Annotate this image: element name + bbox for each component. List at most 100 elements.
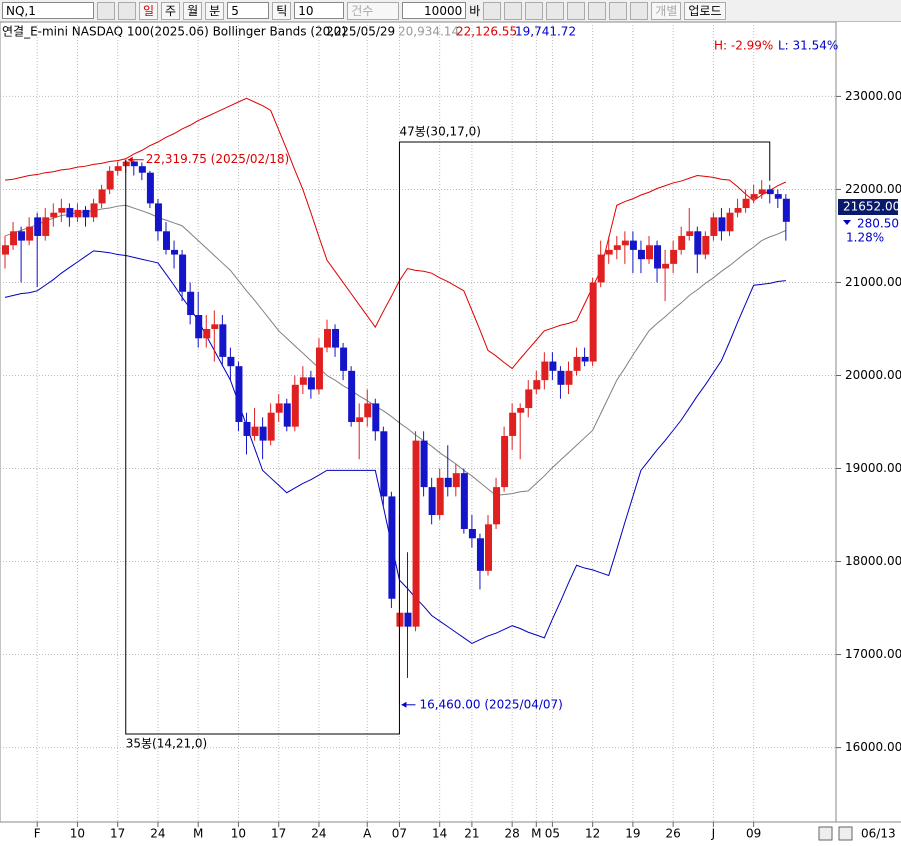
candle-body [299,377,307,385]
candle-body [726,212,734,232]
tool-button[interactable] [483,1,502,20]
candle-body [90,203,98,218]
chart: 연결_E-mini NASDAQ 100(2025.06) Bollinger … [0,22,901,841]
candle-body [493,487,501,525]
candle-body [694,231,702,255]
edit-icon[interactable] [818,826,833,841]
tool-button[interactable] [504,1,523,20]
upload-button[interactable]: 업로드 [684,1,726,20]
candle-body [195,315,203,339]
candle-body [670,249,678,264]
candle-body [662,263,670,269]
candle-body [718,217,726,232]
candle-body [138,166,146,173]
x-tick-label: 12 [585,827,600,841]
tool-button[interactable] [588,1,607,20]
period-button[interactable]: 일 [139,1,159,20]
candle-body [452,473,460,488]
candle-body [50,212,58,218]
candle-body [227,356,235,367]
candle-body [267,412,275,441]
tick-button[interactable]: 틱 [272,1,292,20]
candle-body [106,170,114,190]
readout-lower: 19,741.72 [515,25,576,39]
candle-body [476,538,484,571]
candle-body [573,356,581,371]
note-arrowhead [401,701,407,708]
candle-body [420,440,428,488]
candle-body [404,612,412,627]
candle-body [380,431,388,497]
candle-body [436,477,444,516]
candle-body [154,203,162,232]
candle-body [275,403,283,413]
candle-body [613,245,621,250]
x-tick-label: 19 [625,827,640,841]
x-tick-label: 10 [70,827,85,841]
candle-body [742,198,750,209]
candle-body [291,384,299,427]
high-note: 22,319.75 (2025/02/18) [146,152,289,166]
y-tick-label: 18000.00 [845,554,901,568]
y-tick-label: 19000.00 [845,461,901,475]
candle-body [428,487,436,516]
y-tick-label: 17000.00 [845,647,901,661]
x-tick-label: 07 [392,827,407,841]
candle-body [98,189,106,204]
x-tick-label: 24 [311,827,326,841]
candle-body [565,370,573,385]
candle-body [179,254,187,292]
candle-body [324,328,331,348]
period-button[interactable]: 분 [205,1,225,20]
candle-body [26,226,34,241]
candle-body [702,235,710,255]
candle-body [307,377,315,390]
span-label: 47봉(30,17,0) [399,125,480,139]
candle-body [637,249,645,260]
count-select[interactable]: 건수 [347,1,400,20]
tool-button[interactable] [567,1,586,20]
candle-body [758,189,766,195]
y-tick-label: 21000.00 [845,275,901,289]
minute-input[interactable]: 5 [227,2,270,19]
tick-input[interactable]: 10 [294,2,345,19]
tool-button[interactable] [525,1,544,20]
candle-body [460,473,468,529]
toolbar: NQ,1 일 주 월 분 5 틱 10 건수 10000 바 개별 업로드 [0,0,901,22]
x-tick-label: 24 [150,827,165,841]
candle-body [171,249,179,255]
candle-body [187,291,195,316]
search-button[interactable] [97,1,115,20]
symbol-input[interactable]: NQ,1 [2,2,94,19]
x-tick-label: 17 [110,827,125,841]
settings-icon[interactable] [838,826,853,841]
y-tick-label: 20000.00 [845,368,901,382]
candle-body [251,426,259,436]
span-bracket [398,141,771,705]
readout-upper: 22,126.55 [456,25,517,39]
change: 280.50 [857,217,899,231]
period-button[interactable]: 주 [161,1,181,20]
candle-body [203,328,211,339]
candle-body [509,412,517,436]
y-tick-label: 16000.00 [845,740,901,754]
tool-button[interactable] [546,1,565,20]
low-note: 16,460.00 (2025/04/07) [419,697,562,711]
h-label: H: -2.99% [714,39,773,53]
chart-title: 연결_E-mini NASDAQ 100(2025.06) Bollinger … [2,25,346,39]
candle-body [678,235,686,250]
candle-body [782,198,790,222]
candle-body [750,194,758,199]
search-clear-button[interactable] [118,1,136,20]
individual-button[interactable]: 개별 [651,1,682,20]
candle-body [283,403,291,427]
x-tick-label: M [531,827,541,841]
candle-body [621,240,629,246]
tool-button[interactable] [630,1,649,20]
period-button[interactable]: 월 [183,1,203,20]
count-input[interactable]: 10000 [402,2,467,19]
candle-body [364,403,372,418]
readout-date: 2025/05/29 [326,25,395,39]
tool-button[interactable] [609,1,628,20]
x-tick-label: 05 [545,827,560,841]
